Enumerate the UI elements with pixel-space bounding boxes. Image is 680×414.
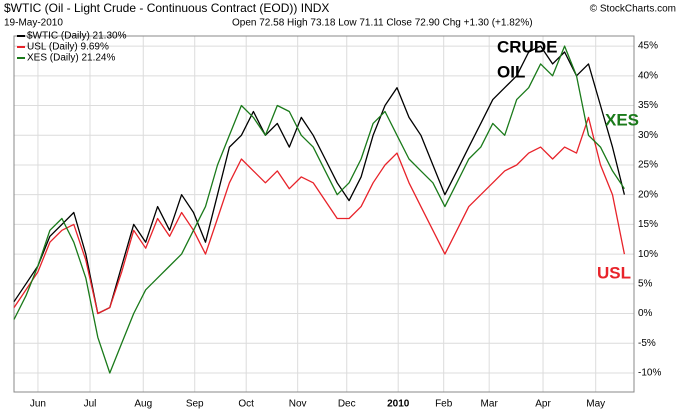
annotation: OIL	[497, 62, 525, 81]
y-tick-label: 45%	[638, 41, 658, 52]
x-tick-label: Sep	[186, 399, 204, 410]
series-line	[13, 116, 626, 315]
y-tick-label: 30%	[638, 130, 658, 141]
legend-label: USL (Daily) 9.69%	[27, 42, 109, 53]
legend-label: XES (Daily) 21.24%	[27, 53, 115, 64]
y-tick-label: 40%	[638, 70, 658, 81]
y-tick-label: 5%	[638, 278, 653, 289]
plot-area: -10% -5% 0% 5% 10% 15% 20% 25% 30% 35% 40% 45% Jun Ju…	[13, 31, 661, 410]
series-line	[13, 45, 625, 374]
x-tick-label: Aug	[134, 399, 152, 410]
x-tick-label: Jun	[30, 399, 46, 410]
x-tick-label: May	[586, 399, 605, 410]
legend-label: $WTIC (Daily) 21.30%	[27, 31, 127, 42]
x-tick-label: Oct	[238, 399, 254, 410]
y-tick-label: 15%	[638, 219, 658, 230]
y-tick-label: 0%	[638, 308, 653, 319]
x-tick-label: Mar	[481, 399, 499, 410]
annotation: CRUDE	[497, 37, 557, 56]
y-tick-label: -10%	[638, 368, 661, 379]
x-tick-label: Jul	[84, 399, 97, 410]
y-tick-label: 20%	[638, 189, 658, 200]
annotation: XES	[605, 110, 639, 129]
y-tick-label: 25%	[638, 160, 658, 171]
chart-title: $WTIC (Oil - Light Crude - Continuous Co…	[4, 1, 329, 15]
plot-border	[13, 35, 635, 393]
y-tick-label: -5%	[638, 338, 656, 349]
x-tick-label: Apr	[535, 399, 551, 410]
y-tick-label: 35%	[638, 100, 658, 111]
x-tick-label: Feb	[435, 399, 453, 410]
source: © StockCharts.com	[590, 4, 676, 15]
x-tick-label: 2010	[387, 399, 410, 410]
y-tick-label: 10%	[638, 249, 658, 260]
date: 19-May-2010	[4, 18, 63, 29]
series-line	[13, 45, 626, 315]
annotation: USL	[597, 263, 631, 282]
quote: Open 72.58 High 73.18 Low 71.11 Close 72…	[232, 18, 533, 29]
x-tick-label: Dec	[338, 399, 356, 410]
x-tick-label: Nov	[289, 399, 307, 410]
